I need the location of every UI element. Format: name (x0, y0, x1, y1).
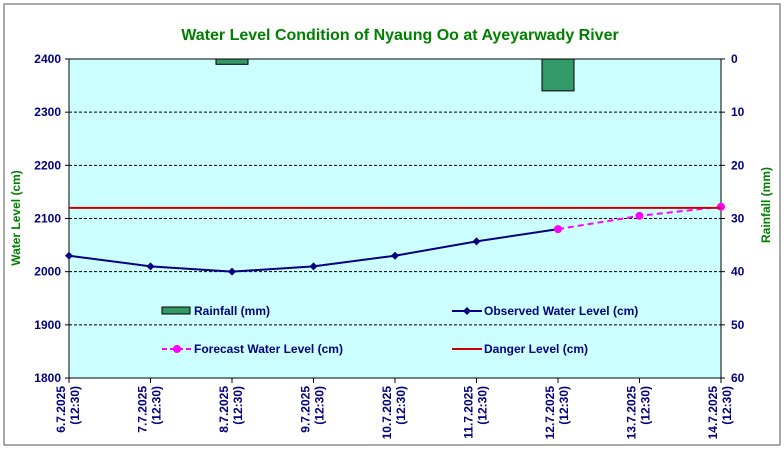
legend-swatch-rainfall (161, 306, 191, 315)
y-axis-label: Water Level (cm) (9, 170, 23, 266)
y-tick-label: 1800 (34, 371, 61, 385)
y2-tick-label: 20 (731, 158, 745, 172)
rainfall-bar (215, 58, 249, 65)
observed-point (65, 251, 73, 260)
x-tick-label: 9.7.2025(12:30) (299, 386, 327, 433)
y-tick-label: 2200 (34, 158, 61, 172)
forecast-point (717, 202, 725, 211)
x-tick-label: 7.7.2025(12:30) (136, 386, 164, 433)
observed-point (309, 262, 318, 271)
legend-marker (173, 345, 181, 353)
y2-tick-label: 60 (731, 371, 745, 385)
x-tick-date: 13.7.2025 (625, 386, 639, 440)
y2-tick-label: 0 (731, 52, 738, 66)
x-tick-date: 6.7.2025 (54, 386, 68, 433)
x-tick-date: 10.7.2025 (380, 386, 394, 440)
x-tick-time: (12:30) (231, 386, 245, 425)
legend-label: Observed Water Level (cm) (484, 304, 638, 318)
x-tick-label: 6.7.2025(12:30) (54, 386, 82, 433)
legend: Rainfall (mm) Observed Water Level (cm) Fo… (161, 304, 638, 356)
x-tick-label: 10.7.2025(12:30) (380, 386, 408, 440)
y2-tick-label: 40 (731, 265, 745, 279)
x-tick-time: (12:30) (313, 386, 327, 425)
series-lines (65, 202, 725, 276)
x-tick-date: 7.7.2025 (136, 386, 150, 433)
x-tick-label: 13.7.2025(12:30) (625, 386, 653, 440)
x-tick-time: (12:30) (557, 386, 571, 425)
x-tick-date: 9.7.2025 (299, 386, 313, 433)
x-tick-date: 14.7.2025 (706, 386, 720, 440)
x-tick-time: (12:30) (394, 386, 408, 425)
x-tick-time: (12:30) (150, 386, 164, 425)
y-tick-label: 2400 (34, 52, 61, 66)
rainfall-bars (215, 58, 575, 92)
forecast-point (554, 225, 562, 234)
y2-tick-label: 30 (731, 212, 745, 226)
x-tick-date: 11.7.2025 (462, 386, 476, 439)
legend-label: Danger Level (cm) (484, 342, 588, 356)
legend-label: Rainfall (mm) (194, 304, 270, 318)
chart-title: Water Level Condition of Nyaung Oo at Ay… (181, 27, 618, 44)
x-tick-time: (12:30) (720, 386, 734, 425)
y2-tick-label: 10 (731, 105, 745, 119)
grid-lines (69, 111, 721, 326)
x-tick-time: (12:30) (639, 386, 653, 425)
observed-point (472, 237, 481, 246)
legend-marker (463, 307, 471, 315)
y-tick-label: 2000 (34, 265, 61, 279)
y-tick-label: 1900 (34, 318, 61, 332)
x-tick-label: 8.7.2025(12:30) (217, 386, 245, 433)
x-tick-label: 11.7.2025(12:30) (462, 386, 490, 439)
y-tick-label: 2300 (34, 105, 61, 119)
legend-label: Forecast Water Level (cm) (194, 342, 343, 356)
observed-point (228, 267, 236, 276)
y2-axis-label: Rainfall (mm) (759, 167, 773, 243)
observed-point (391, 251, 399, 260)
x-tick-label: 14.7.2025(12:30) (706, 386, 734, 440)
x-tick-date: 12.7.2025 (543, 386, 557, 440)
x-tick-date: 8.7.2025 (217, 386, 231, 433)
axes: 1800 1900 2000 2100 2200 2300 2400 0 10 20 30 40 50 6… (34, 52, 744, 439)
forecast-point (635, 211, 644, 220)
y2-tick-label: 50 (731, 318, 745, 332)
observed-point (146, 262, 155, 271)
y-tick-label: 2100 (34, 212, 61, 226)
x-tick-label: 12.7.2025(12:30) (543, 386, 571, 440)
x-tick-time: (12:30) (476, 386, 490, 425)
rainfall-bar (541, 58, 575, 92)
x-tick-time: (12:30) (68, 386, 82, 425)
